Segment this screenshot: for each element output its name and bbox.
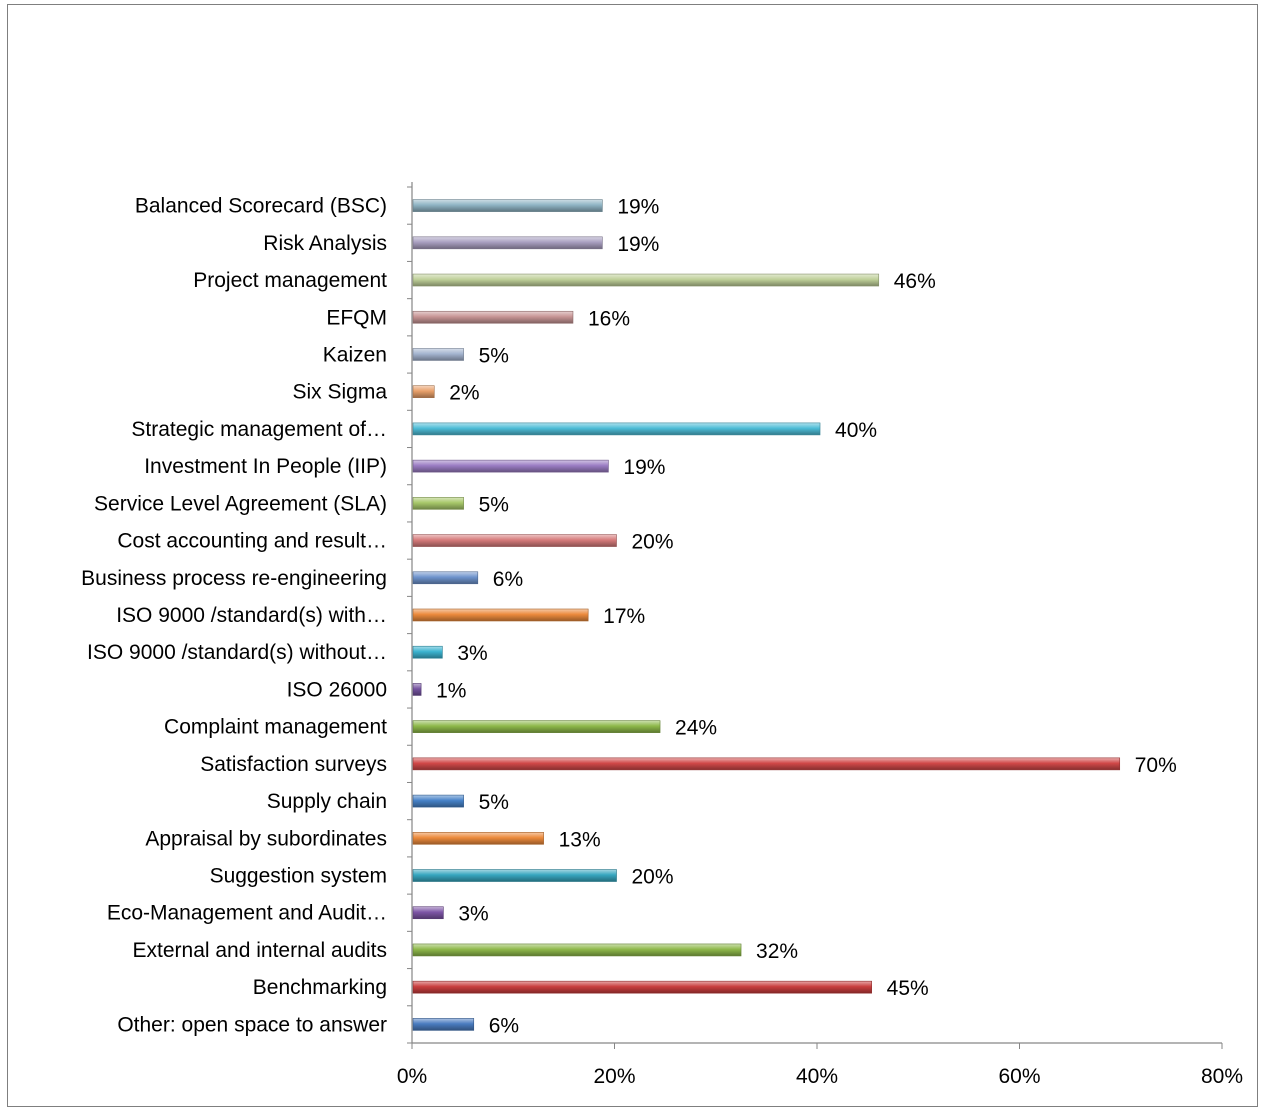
data-label: 70% xyxy=(1135,754,1177,777)
data-label: 3% xyxy=(458,903,488,926)
data-label: 2% xyxy=(449,382,479,405)
bar-11 xyxy=(412,608,589,622)
data-label: 6% xyxy=(493,568,523,591)
chart-frame xyxy=(7,4,1258,1107)
data-label: 40% xyxy=(835,419,877,442)
category-label: Satisfaction surveys xyxy=(200,753,387,776)
data-label: 19% xyxy=(617,233,659,256)
bar-15 xyxy=(412,757,1121,771)
category-label: EFQM xyxy=(326,306,387,329)
bar-7 xyxy=(412,459,609,473)
bar-17 xyxy=(412,832,544,845)
axes-group xyxy=(407,182,1223,1049)
bar-13 xyxy=(412,683,422,696)
bar-21 xyxy=(412,980,872,994)
bar-3 xyxy=(412,310,574,324)
x-tick-label: 0% xyxy=(397,1065,427,1088)
data-label: 19% xyxy=(617,196,659,219)
bar-4 xyxy=(412,348,464,361)
data-label: 5% xyxy=(479,344,509,367)
data-label: 20% xyxy=(632,866,674,889)
category-label: External and internal audits xyxy=(133,939,388,962)
bar-1 xyxy=(412,236,603,250)
data-label: 45% xyxy=(887,977,929,1000)
x-tick-label: 80% xyxy=(1201,1065,1243,1088)
category-label: ISO 26000 xyxy=(287,678,387,701)
data-label: 20% xyxy=(632,531,674,554)
bar-2 xyxy=(412,273,880,287)
category-label: ISO 9000 /standard(s) without… xyxy=(87,641,387,664)
bar-16 xyxy=(412,794,464,808)
x-tick-label: 20% xyxy=(593,1065,635,1088)
category-label: Balanced Scorecard (BSC) xyxy=(135,195,387,218)
labels-group: Balanced Scorecard (BSC) 19% Risk Analysis… xyxy=(81,195,1243,1088)
category-label: Benchmarking xyxy=(253,976,387,999)
bar-10 xyxy=(412,571,479,585)
data-label: 6% xyxy=(489,1014,519,1037)
bars-group xyxy=(412,199,1121,1031)
bar-0 xyxy=(412,199,603,212)
bar-9 xyxy=(412,534,617,547)
category-label: Supply chain xyxy=(267,790,387,813)
category-label: Eco-Management and Audit… xyxy=(107,902,387,925)
bar-12 xyxy=(412,645,443,659)
bar-22 xyxy=(412,1018,475,1031)
category-label: Kaizen xyxy=(323,343,387,366)
bar-20 xyxy=(412,943,742,957)
x-tick-label: 60% xyxy=(998,1065,1040,1088)
category-label: Cost accounting and result… xyxy=(117,530,387,553)
bar-18 xyxy=(412,869,617,882)
category-label: Appraisal by subordinates xyxy=(145,827,387,850)
category-label: Complaint management xyxy=(164,716,387,739)
data-label: 1% xyxy=(436,679,466,702)
category-label: Six Sigma xyxy=(292,381,387,404)
category-label: Risk Analysis xyxy=(263,232,387,255)
bar-19 xyxy=(412,906,444,920)
category-label: Service Level Agreement (SLA) xyxy=(94,492,387,515)
category-label: Project management xyxy=(193,269,387,292)
data-label: 24% xyxy=(675,717,717,740)
data-label: 32% xyxy=(756,940,798,963)
data-label: 5% xyxy=(479,791,509,814)
data-label: 13% xyxy=(559,828,601,851)
data-label: 16% xyxy=(588,307,630,330)
category-label: Other: open space to answer xyxy=(117,1013,387,1036)
category-label: Suggestion system xyxy=(210,865,387,888)
bar-5 xyxy=(412,385,435,398)
bar-6 xyxy=(412,422,821,436)
category-label: ISO 9000 /standard(s) with… xyxy=(116,604,387,627)
bar-14 xyxy=(412,720,661,733)
category-label: Investment In People (IIP) xyxy=(144,455,387,478)
x-tick-label: 40% xyxy=(796,1065,838,1088)
category-label: Business process re-engineering xyxy=(81,567,387,590)
bar-8 xyxy=(412,497,464,510)
data-label: 19% xyxy=(623,456,665,479)
data-label: 5% xyxy=(479,493,509,516)
category-label: Strategic management of… xyxy=(131,418,387,441)
data-label: 46% xyxy=(894,270,936,293)
data-label: 17% xyxy=(603,605,645,628)
data-label: 3% xyxy=(457,642,487,665)
